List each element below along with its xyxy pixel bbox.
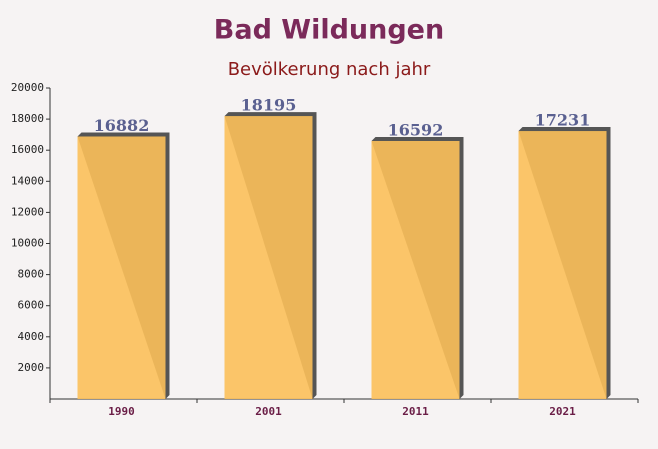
y-tick-label: 8000 <box>18 268 45 281</box>
chart-subtitle: Bevölkerung nach jahr <box>228 59 431 80</box>
x-tick-label: 2021 <box>549 405 576 418</box>
bar <box>371 140 460 400</box>
chart-title: Bad Wildungen <box>214 15 444 46</box>
value-label: 18195 <box>241 96 297 115</box>
y-tick-label: 14000 <box>11 174 44 187</box>
bar <box>77 136 166 399</box>
value-label: 16882 <box>94 116 150 135</box>
bar <box>518 131 607 399</box>
x-tick-label: 2011 <box>402 405 429 418</box>
y-tick-label: 6000 <box>18 299 45 312</box>
bar <box>224 116 313 399</box>
y-tick-label: 2000 <box>18 361 45 374</box>
value-label: 17231 <box>535 111 591 130</box>
y-tick-label: 20000 <box>11 81 44 94</box>
y-tick-label: 10000 <box>11 237 44 250</box>
y-tick-label: 18000 <box>11 112 44 125</box>
x-tick-label: 1990 <box>108 405 135 418</box>
x-tick-label: 2001 <box>255 405 282 418</box>
y-tick-label: 4000 <box>18 330 45 343</box>
value-label: 16592 <box>388 120 444 139</box>
y-tick-label: 12000 <box>11 205 44 218</box>
y-tick-label: 16000 <box>11 143 44 156</box>
